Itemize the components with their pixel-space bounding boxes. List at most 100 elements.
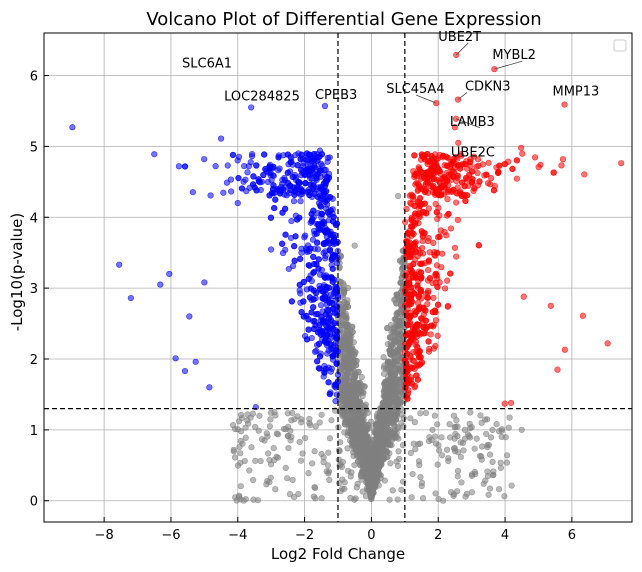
gene-label: UBE2T bbox=[438, 30, 481, 45]
ns-point bbox=[415, 440, 422, 448]
ns-point bbox=[359, 466, 366, 473]
ns-point bbox=[435, 442, 442, 449]
up-point bbox=[581, 171, 588, 178]
down-point bbox=[310, 253, 317, 260]
ns-point bbox=[351, 415, 358, 423]
ns-point bbox=[337, 322, 345, 329]
down-point bbox=[302, 179, 309, 187]
up-point bbox=[410, 290, 418, 297]
up-point bbox=[490, 187, 498, 194]
down-point bbox=[269, 172, 277, 179]
ns-point bbox=[250, 496, 257, 503]
down-point bbox=[207, 192, 214, 199]
down-point bbox=[127, 294, 134, 302]
down-point bbox=[116, 261, 123, 268]
ns-point bbox=[387, 460, 394, 467]
y-tick-label: 3 bbox=[30, 282, 38, 297]
down-point bbox=[297, 198, 304, 205]
x-tick-label: −4 bbox=[228, 528, 247, 543]
ns-point bbox=[496, 486, 503, 493]
ns-point bbox=[375, 482, 382, 489]
down-point bbox=[255, 178, 263, 185]
ns-point bbox=[358, 476, 365, 483]
down-point bbox=[186, 313, 193, 320]
up-point bbox=[579, 312, 586, 319]
ns-point bbox=[358, 439, 365, 447]
down-point bbox=[166, 270, 173, 278]
ns-point bbox=[503, 452, 511, 459]
up-point bbox=[443, 232, 450, 239]
ns-point bbox=[340, 390, 347, 397]
ns-point bbox=[348, 469, 355, 476]
ns-point bbox=[349, 390, 356, 398]
down-point bbox=[295, 179, 302, 186]
up-point bbox=[496, 162, 503, 169]
up-point bbox=[423, 169, 430, 176]
down-point bbox=[212, 163, 219, 170]
ns-point bbox=[238, 428, 245, 435]
up-point bbox=[453, 253, 460, 260]
up-point bbox=[404, 321, 411, 329]
down-point bbox=[306, 191, 313, 199]
ns-point bbox=[270, 445, 277, 452]
up-point bbox=[453, 199, 460, 206]
down-point bbox=[299, 188, 306, 195]
ns-point bbox=[440, 497, 447, 504]
ns-point bbox=[305, 470, 312, 477]
up-point bbox=[424, 294, 431, 301]
down-point bbox=[311, 162, 318, 169]
down-point bbox=[308, 210, 315, 218]
ns-point bbox=[378, 421, 385, 429]
up-point bbox=[418, 168, 425, 176]
ns-point bbox=[396, 338, 404, 346]
gene-label: MMP13 bbox=[553, 85, 600, 100]
ns-point bbox=[240, 497, 247, 504]
up-point bbox=[448, 160, 455, 168]
x-tick-label: −8 bbox=[95, 528, 114, 543]
down-point bbox=[322, 274, 329, 281]
up-point bbox=[408, 380, 415, 387]
down-point bbox=[220, 189, 227, 196]
ns-point bbox=[252, 457, 259, 464]
ns-point bbox=[263, 430, 270, 437]
up-point bbox=[414, 180, 422, 187]
up-point bbox=[416, 329, 423, 337]
down-point bbox=[290, 198, 298, 205]
ns-point bbox=[384, 325, 391, 332]
down-point bbox=[201, 279, 208, 286]
ns-point bbox=[365, 437, 372, 444]
down-point bbox=[261, 151, 268, 158]
up-point bbox=[429, 184, 437, 191]
ns-point bbox=[247, 414, 254, 421]
down-point bbox=[317, 167, 324, 174]
ns-point bbox=[428, 436, 435, 443]
ns-point bbox=[498, 433, 505, 441]
up-point bbox=[447, 270, 454, 277]
down-point bbox=[245, 163, 252, 170]
down-point bbox=[189, 189, 196, 196]
up-point bbox=[422, 307, 429, 314]
ns-point bbox=[348, 358, 355, 365]
ns-point bbox=[271, 409, 278, 416]
down-point bbox=[315, 340, 323, 347]
down-point bbox=[328, 256, 335, 263]
ns-point bbox=[326, 435, 334, 442]
down-point bbox=[310, 296, 317, 303]
down-point bbox=[279, 240, 286, 247]
down-point bbox=[326, 391, 333, 398]
up-point bbox=[550, 169, 557, 176]
up-point bbox=[436, 233, 443, 240]
ns-point bbox=[387, 388, 394, 395]
ns-point bbox=[325, 468, 333, 475]
down-point bbox=[279, 249, 287, 257]
ns-point bbox=[291, 493, 298, 501]
ns-point bbox=[431, 412, 438, 419]
up-point bbox=[475, 242, 482, 249]
ns-point bbox=[341, 412, 348, 419]
down-point bbox=[175, 163, 183, 170]
legend-box bbox=[613, 39, 627, 52]
ns-point bbox=[395, 448, 402, 455]
ns-point bbox=[354, 398, 361, 405]
down-point bbox=[325, 379, 332, 386]
